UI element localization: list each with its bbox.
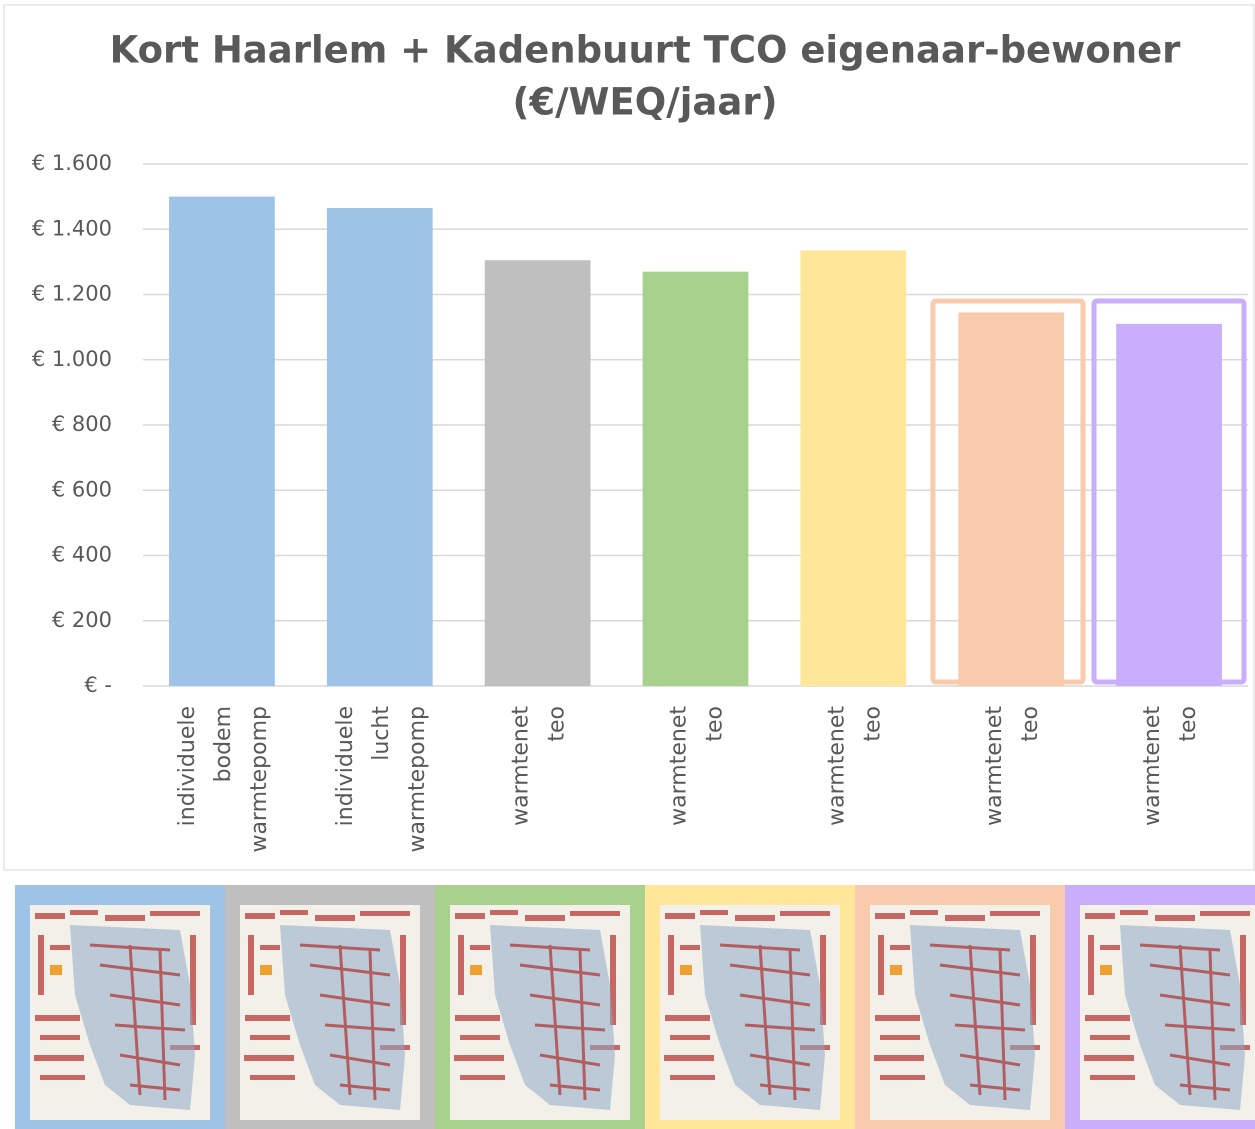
y-tick-label: € 1.000 (32, 347, 112, 371)
y-tick-label: € 1.600 (32, 151, 112, 175)
y-tick-label: € 400 (52, 543, 112, 567)
y-tick-label: € - (84, 673, 112, 697)
y-tick-label: € 800 (52, 412, 112, 436)
page: Kort Haarlem + Kadenbuurt TCO eigenaar-b… (0, 0, 1255, 1129)
bar (1116, 324, 1222, 686)
plot-area: € - € 200 € 400 € 600 € 800 € 1.000 € 1.200 € 1… (32, 151, 1248, 853)
y-tick-label: € 1.200 (32, 282, 112, 306)
chart: Kort Haarlem + Kadenbuurt TCO eigenaar-b… (0, 0, 1255, 1129)
map-image (450, 905, 630, 1120)
bar (327, 208, 433, 686)
y-tick-label: € 600 (52, 477, 112, 501)
bar (169, 197, 275, 686)
chart-title: Kort Haarlem + Kadenbuurt TCO eigenaar-b… (110, 29, 1182, 72)
map-image (30, 905, 210, 1120)
bar (958, 312, 1064, 686)
map-thumbnails (15, 885, 1255, 1129)
bar (643, 272, 749, 686)
bar (800, 250, 906, 686)
map-image (240, 905, 420, 1120)
map-image (1080, 905, 1255, 1120)
y-tick-label: € 200 (52, 608, 112, 632)
bar (485, 260, 591, 686)
y-tick-label: € 1.400 (32, 216, 112, 240)
map-image (660, 905, 840, 1120)
map-image (870, 905, 1050, 1120)
chart-title: (€/WEQ/jaar) (513, 81, 778, 124)
